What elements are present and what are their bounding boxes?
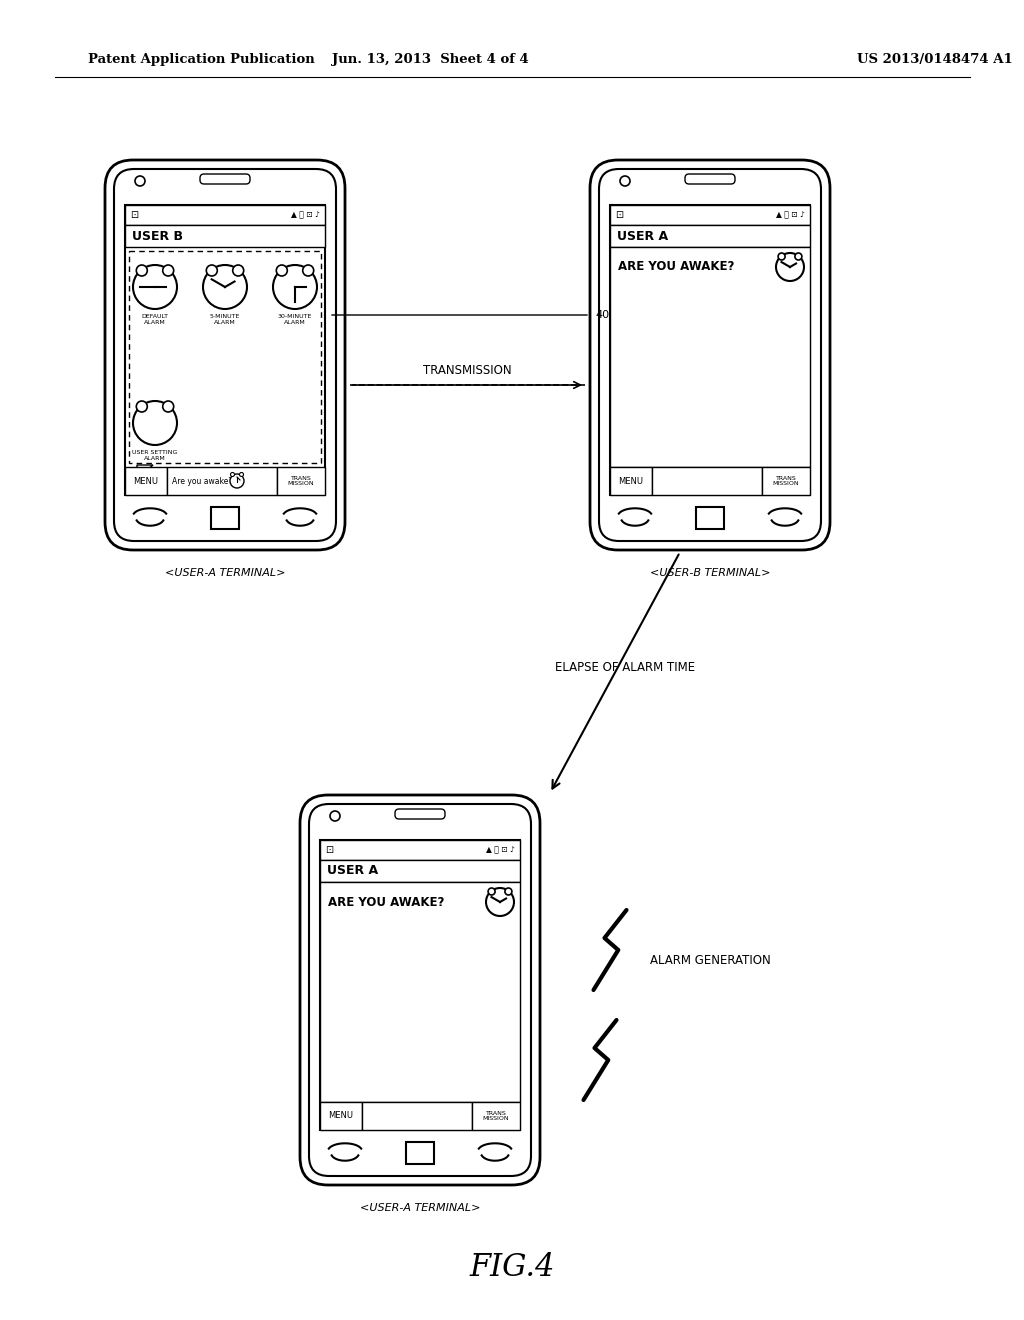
FancyBboxPatch shape xyxy=(300,795,540,1185)
Circle shape xyxy=(486,888,514,916)
Bar xyxy=(319,882,520,1102)
FancyBboxPatch shape xyxy=(114,169,336,541)
Bar xyxy=(472,1102,520,1130)
Text: 30-MINUTE
ALARM: 30-MINUTE ALARM xyxy=(278,314,312,325)
Bar xyxy=(362,1102,472,1130)
Text: ▲ 卝 ⊡ ♪: ▲ 卝 ⊡ ♪ xyxy=(776,210,805,219)
FancyBboxPatch shape xyxy=(395,809,445,818)
Polygon shape xyxy=(137,465,153,479)
Text: <USER-A TERMINAL>: <USER-A TERMINAL> xyxy=(165,568,286,578)
Bar xyxy=(406,1142,434,1164)
Text: <USER-A TERMINAL>: <USER-A TERMINAL> xyxy=(359,1203,480,1213)
Circle shape xyxy=(206,265,217,276)
Bar xyxy=(610,205,810,495)
Text: ▲ 卝 ⊡ ♪: ▲ 卝 ⊡ ♪ xyxy=(486,846,515,854)
Text: Patent Application Publication: Patent Application Publication xyxy=(88,54,314,66)
FancyBboxPatch shape xyxy=(590,160,830,550)
Text: ALARM GENERATION: ALARM GENERATION xyxy=(650,953,771,966)
Text: TRANSMISSION: TRANSMISSION xyxy=(423,363,512,376)
FancyBboxPatch shape xyxy=(200,174,250,183)
Circle shape xyxy=(330,810,340,821)
Circle shape xyxy=(230,473,234,477)
Circle shape xyxy=(203,265,247,309)
Text: ⊡: ⊡ xyxy=(615,210,624,220)
Bar xyxy=(610,224,810,247)
Circle shape xyxy=(795,253,802,260)
Bar xyxy=(211,507,239,529)
Circle shape xyxy=(776,253,804,281)
Circle shape xyxy=(163,265,174,276)
Circle shape xyxy=(133,401,177,445)
Bar xyxy=(278,467,325,495)
Text: TRANS
MISSION: TRANS MISSION xyxy=(482,1110,509,1122)
Bar xyxy=(319,861,520,882)
Circle shape xyxy=(240,473,244,477)
Text: ARE YOU AWAKE?: ARE YOU AWAKE? xyxy=(328,895,444,908)
Text: ⊡: ⊡ xyxy=(325,845,333,855)
Circle shape xyxy=(135,176,145,186)
Bar xyxy=(319,1102,362,1130)
Circle shape xyxy=(163,401,174,412)
Text: DEFAULT
ALARM: DEFAULT ALARM xyxy=(141,314,169,325)
Circle shape xyxy=(276,265,288,276)
Text: USER SETTING
ALARM: USER SETTING ALARM xyxy=(132,450,178,461)
Bar xyxy=(696,507,724,529)
Circle shape xyxy=(488,888,495,895)
Bar xyxy=(319,840,520,1130)
Circle shape xyxy=(133,265,177,309)
Text: USER A: USER A xyxy=(327,865,378,878)
FancyBboxPatch shape xyxy=(105,160,345,550)
Circle shape xyxy=(620,176,630,186)
Bar xyxy=(125,467,167,495)
FancyBboxPatch shape xyxy=(685,174,735,183)
Circle shape xyxy=(232,265,244,276)
Text: ⊡: ⊡ xyxy=(130,210,138,220)
Text: TRANS
MISSION: TRANS MISSION xyxy=(773,475,800,486)
Bar xyxy=(610,467,652,495)
Bar xyxy=(125,205,325,224)
Text: USER A: USER A xyxy=(617,230,668,243)
FancyBboxPatch shape xyxy=(309,804,531,1176)
Bar xyxy=(125,205,325,495)
Text: 401: 401 xyxy=(595,310,616,319)
Circle shape xyxy=(230,474,244,488)
Bar xyxy=(610,247,810,467)
Text: TRANS
MISSION: TRANS MISSION xyxy=(288,475,314,486)
Text: ▲ 卝 ⊡ ♪: ▲ 卝 ⊡ ♪ xyxy=(291,210,319,219)
Circle shape xyxy=(136,265,147,276)
Text: <USER-B TERMINAL>: <USER-B TERMINAL> xyxy=(650,568,770,578)
Bar xyxy=(125,224,325,247)
Text: MENU: MENU xyxy=(133,477,159,486)
Bar xyxy=(167,467,278,495)
Circle shape xyxy=(778,253,785,260)
Text: FIG.4: FIG.4 xyxy=(469,1253,555,1283)
Text: Jun. 13, 2013  Sheet 4 of 4: Jun. 13, 2013 Sheet 4 of 4 xyxy=(332,54,528,66)
Text: 5-MINUTE
ALARM: 5-MINUTE ALARM xyxy=(210,314,241,325)
Text: US 2013/0148474 A1: US 2013/0148474 A1 xyxy=(857,54,1013,66)
Circle shape xyxy=(273,265,317,309)
Text: MENU: MENU xyxy=(329,1111,353,1121)
Bar xyxy=(129,251,321,463)
Circle shape xyxy=(303,265,313,276)
FancyBboxPatch shape xyxy=(599,169,821,541)
Text: ELAPSE OF ALARM TIME: ELAPSE OF ALARM TIME xyxy=(555,661,695,675)
Bar xyxy=(319,840,520,861)
Bar xyxy=(610,205,810,224)
Circle shape xyxy=(505,888,512,895)
Text: Are you awake?: Are you awake? xyxy=(172,477,232,486)
Bar xyxy=(762,467,810,495)
Text: MENU: MENU xyxy=(618,477,643,486)
Bar xyxy=(652,467,762,495)
Text: USER B: USER B xyxy=(132,230,183,243)
Circle shape xyxy=(136,401,147,412)
Text: ARE YOU AWAKE?: ARE YOU AWAKE? xyxy=(618,260,734,273)
